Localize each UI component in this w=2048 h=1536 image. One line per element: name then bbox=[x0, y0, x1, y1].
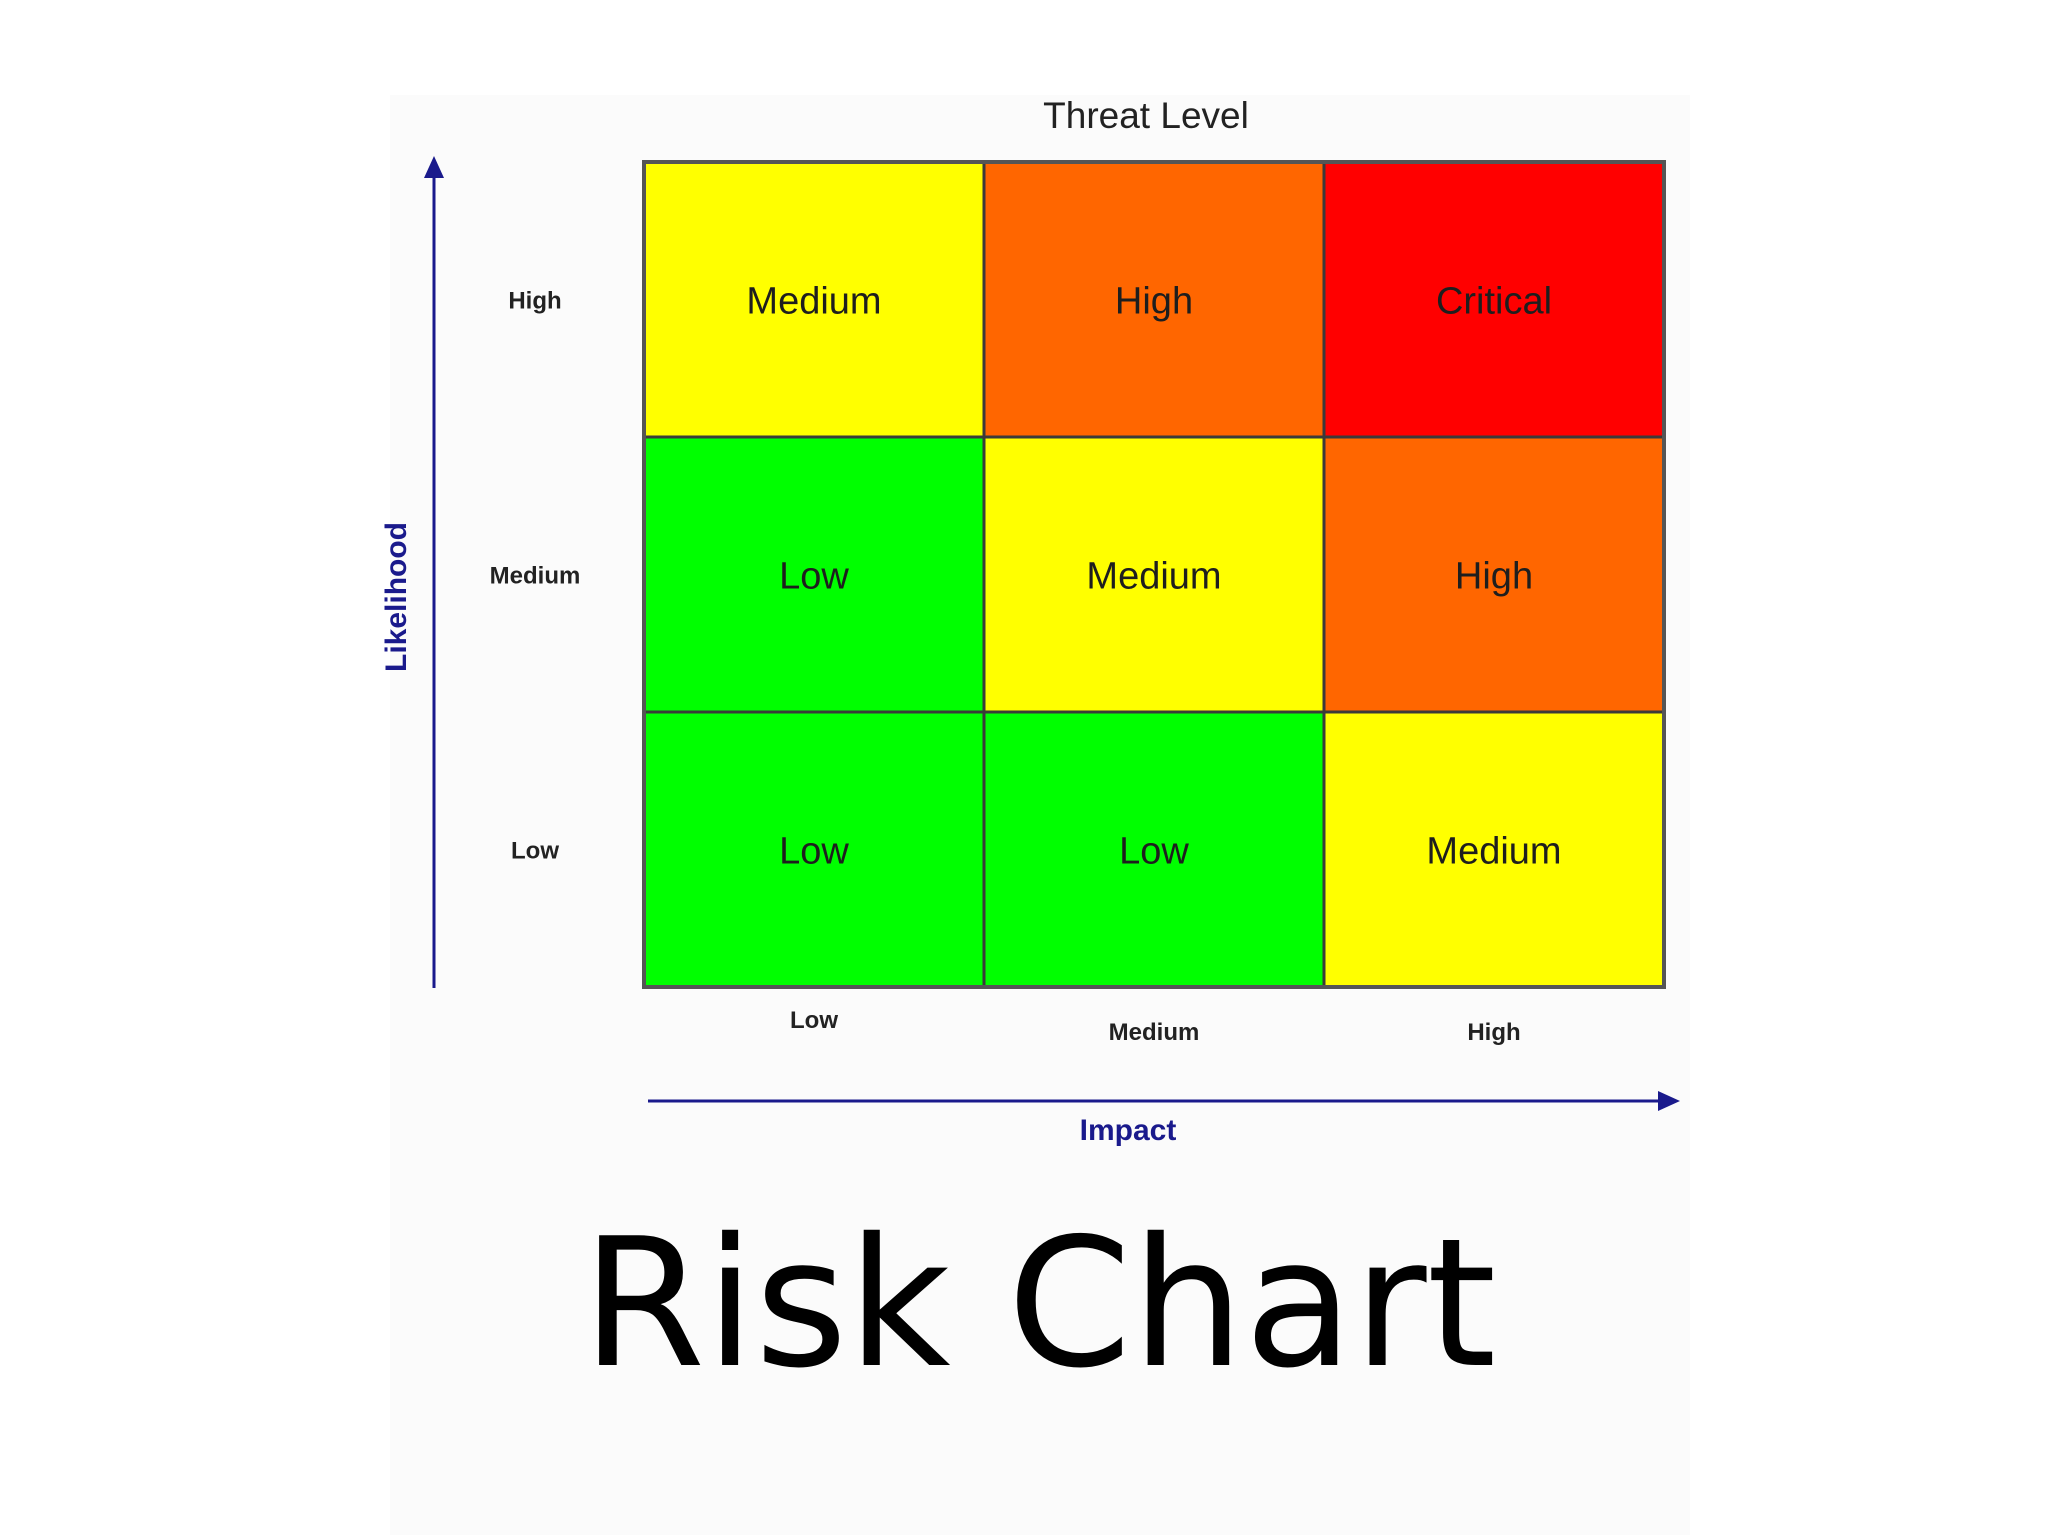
cell-level-label: Medium bbox=[746, 281, 881, 323]
cell-level-label: Low bbox=[779, 831, 849, 873]
x-axis-label: Impact bbox=[1080, 1114, 1177, 1147]
y-tick-label: Medium bbox=[490, 563, 581, 590]
cell-level-label: Medium bbox=[1086, 556, 1221, 598]
y-tick-label: High bbox=[508, 288, 561, 315]
matrix-cell bbox=[1322, 435, 1666, 714]
matrix-cell bbox=[642, 160, 986, 439]
y-tick-label: Low bbox=[511, 838, 559, 865]
y-axis-label: Likelihood bbox=[380, 522, 413, 672]
chart-title: Threat Level bbox=[1043, 95, 1249, 136]
cell-level-label: Medium bbox=[1426, 831, 1561, 873]
matrix-cell bbox=[1322, 710, 1666, 989]
slide-caption: Risk Chart bbox=[581, 1200, 1497, 1407]
cell-level-label: Low bbox=[779, 556, 849, 598]
cell-level-label: Low bbox=[1119, 831, 1189, 873]
cell-level-label: High bbox=[1115, 281, 1193, 323]
x-tick-label: Low bbox=[790, 1007, 838, 1034]
x-tick-label: High bbox=[1467, 1019, 1520, 1046]
matrix-border bbox=[642, 160, 1666, 989]
x-axis-arrowhead bbox=[1658, 1091, 1680, 1111]
matrix-cell bbox=[982, 710, 1326, 989]
cell-level-label: Critical bbox=[1436, 281, 1552, 323]
x-tick-label: Medium bbox=[1109, 1019, 1200, 1046]
matrix-cell bbox=[642, 435, 986, 714]
cell-level-label: High bbox=[1455, 556, 1533, 598]
y-axis-arrowhead bbox=[424, 156, 444, 178]
